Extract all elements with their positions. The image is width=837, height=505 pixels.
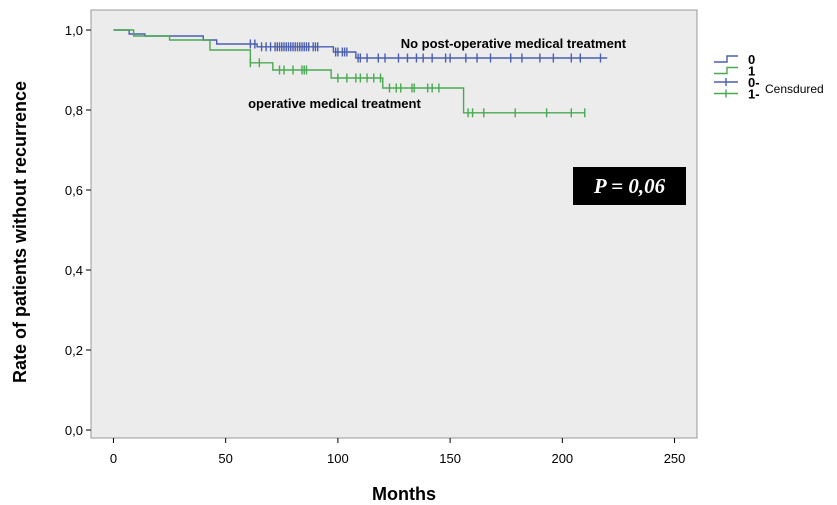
x-tick-label: 0: [110, 451, 117, 466]
plot-area: [90, 9, 698, 439]
p-value-box: P = 0,06: [573, 167, 686, 205]
legend-censored-label: Censdured: [765, 82, 824, 96]
x-axis-ticks: 0 50 100 150 200 250: [110, 438, 686, 466]
x-tick-label: 250: [664, 451, 686, 466]
y-tick-label: 0,6: [65, 183, 83, 198]
x-tick-label: 100: [327, 451, 349, 466]
legend-line-swatch: [714, 55, 738, 63]
x-tick-label: 50: [218, 451, 232, 466]
x-tick-label: 200: [551, 451, 573, 466]
legend-label: 0-: [748, 75, 760, 90]
annotation-no-treatment: No post-operative medical treatment: [401, 36, 627, 51]
y-tick-label: 0,4: [65, 263, 83, 278]
y-axis-ticks: 0,0 0,2 0,4 0,6 0,8 1,0: [65, 23, 91, 438]
y-tick-label: 0,8: [65, 103, 83, 118]
y-axis-title: Rate of patients without recurrence: [10, 81, 30, 383]
x-tick-label: 150: [439, 451, 461, 466]
x-axis-title: Months: [372, 484, 436, 504]
p-value-label: P = 0,06: [593, 174, 666, 198]
legend: 010-1- Censdured: [714, 52, 824, 102]
legend-label: 1-: [748, 87, 760, 102]
legend-label: 0: [748, 52, 755, 67]
series-layer: [113, 29, 608, 118]
y-tick-label: 1,0: [65, 23, 83, 38]
y-tick-label: 0,0: [65, 423, 83, 438]
legend-label: 1: [748, 64, 755, 79]
y-tick-label: 0,2: [65, 343, 83, 358]
legend-line-swatch: [714, 66, 738, 75]
annotation-treatment: operative medical treatment: [248, 96, 421, 111]
